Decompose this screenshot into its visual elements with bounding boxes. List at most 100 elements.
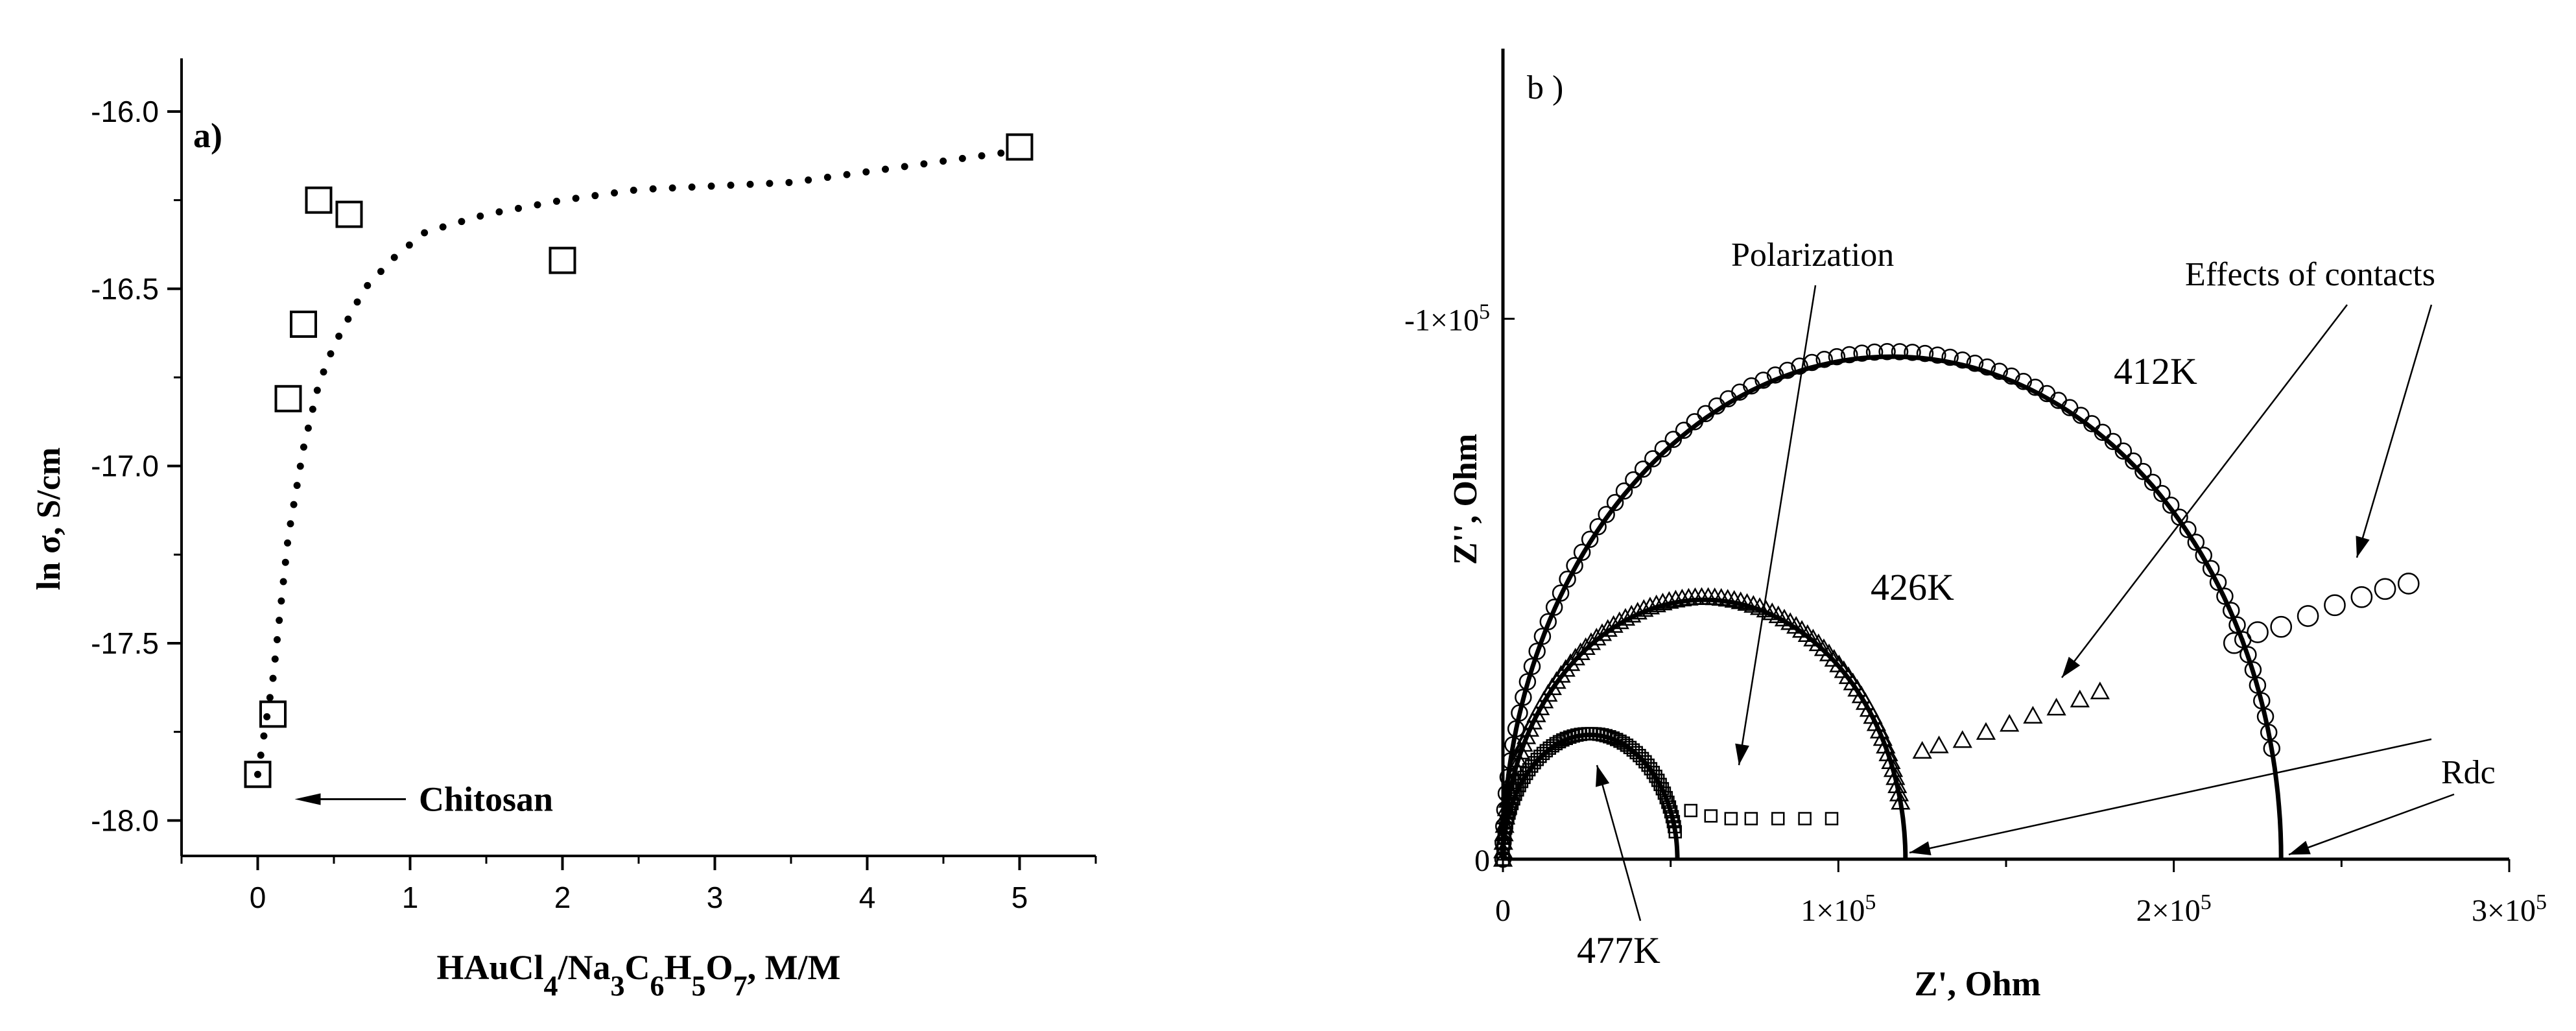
x-axis-label-part: , M/M bbox=[748, 948, 841, 987]
arc-426k-point bbox=[1878, 743, 1898, 761]
arc-412k-point bbox=[1916, 344, 1934, 362]
arc-426k-point bbox=[1659, 591, 1679, 609]
arc-412k-point bbox=[1518, 673, 1537, 691]
arc-412k-tail-point bbox=[2247, 621, 2269, 643]
data-point-square bbox=[274, 385, 302, 412]
arc-412k-point bbox=[1589, 518, 1607, 536]
arc-412k-point bbox=[1828, 348, 1846, 366]
arc-426k-point bbox=[1881, 751, 1901, 769]
panel-a-data-points bbox=[244, 133, 1034, 788]
arc-426k-point bbox=[1737, 593, 1757, 611]
arc-412k-point bbox=[1878, 343, 1896, 361]
panel-b-label: b ) bbox=[1527, 69, 1563, 106]
arc-412k-point bbox=[2195, 547, 2213, 564]
arc-477k-point bbox=[1655, 782, 1670, 796]
panel-b-data-points bbox=[1493, 343, 2420, 868]
panel-b-annotations: Polarization Effects of contacts Rdc 412K 42… bbox=[1577, 237, 2496, 971]
arc-412k-point bbox=[1778, 361, 1796, 379]
arc-426k-fit bbox=[1500, 597, 1908, 860]
arc-412k-point bbox=[2153, 484, 2171, 503]
arc-477k-point bbox=[1515, 774, 1529, 788]
arc-412k-tail-point bbox=[2297, 605, 2319, 627]
arc-412k-tail-point bbox=[2270, 615, 2293, 638]
panel-b-x-axis-label: Z', Ohm bbox=[1914, 964, 2040, 1003]
data-point-square bbox=[1006, 133, 1034, 161]
contacts-arrow-2-head bbox=[2356, 536, 2370, 558]
x-tick-label: 3 bbox=[707, 881, 724, 914]
x-axis-label-part: 4 bbox=[544, 970, 558, 1002]
arc-412k-point bbox=[2083, 415, 2101, 433]
label-426k: 426K bbox=[1871, 566, 1954, 608]
arc-477k-point bbox=[1651, 774, 1665, 787]
arc-412k-point bbox=[2072, 407, 2090, 424]
arc-426k-point bbox=[1891, 792, 1911, 810]
polarization-arrow-head bbox=[1735, 743, 1749, 765]
arc-412k-point bbox=[1552, 584, 1570, 602]
arc-426k-point bbox=[1561, 653, 1581, 671]
arc-412k-point bbox=[1533, 628, 1552, 645]
arc-412k-point bbox=[2249, 676, 2267, 694]
panel-b-y-axis-label: Z'', Ohm bbox=[1447, 434, 1484, 565]
arc-426k-point bbox=[1576, 637, 1596, 656]
arc-426k-point bbox=[1546, 671, 1566, 689]
arc-477k-point bbox=[1646, 766, 1660, 779]
arc-426k-point bbox=[1869, 720, 1890, 739]
arc-477k-point bbox=[1500, 816, 1513, 830]
arc-477k-point bbox=[1649, 769, 1662, 783]
annotation-arrowhead bbox=[294, 793, 321, 805]
x-axis-label-part: 7 bbox=[733, 970, 748, 1002]
arc-412k-point bbox=[1559, 570, 1576, 588]
arc-412k-point bbox=[1686, 413, 1703, 431]
arc-412k-tail-point bbox=[2397, 573, 2420, 595]
arc-412k-point bbox=[1598, 506, 1615, 523]
arc-426k-point bbox=[1551, 665, 1571, 683]
arc-426k-point bbox=[1718, 589, 1738, 607]
arc-412k-point bbox=[1615, 482, 1633, 500]
arc-426k-point bbox=[1731, 591, 1751, 610]
x-tick-label: 5 bbox=[1011, 881, 1028, 914]
contacts-arrow-1 bbox=[2061, 304, 2348, 678]
arc-412k-point bbox=[1991, 362, 2008, 380]
panel-a-label: a) bbox=[193, 116, 222, 155]
arc-412k-point bbox=[1954, 351, 1972, 369]
arc-412k-point bbox=[1978, 358, 1996, 376]
arc-477k-point bbox=[1566, 729, 1580, 743]
arc-412k-point bbox=[2256, 707, 2275, 726]
x-tick-label: 3×105 bbox=[2472, 890, 2547, 929]
arc-412k-point bbox=[2239, 646, 2257, 663]
x-axis-label-part: C bbox=[625, 948, 650, 987]
data-point-square bbox=[290, 311, 317, 338]
arc-477k-point bbox=[1659, 790, 1673, 805]
arc-412k-point bbox=[1904, 344, 1921, 361]
arc-477k-point bbox=[1603, 730, 1616, 744]
x-tick-label: 0 bbox=[1495, 894, 1511, 928]
arc-412k-point bbox=[1766, 366, 1784, 384]
x-tick-label: 1 bbox=[402, 881, 419, 914]
panel-a-x-axis-label: HAuCl4/Na3C6H5O7, M/M bbox=[436, 948, 840, 1002]
y-tick-label: 0 bbox=[1474, 844, 1490, 878]
arrow-477k-head bbox=[1596, 765, 1610, 787]
arc-426k-point bbox=[1885, 767, 1906, 785]
arc-426k-point bbox=[1640, 597, 1660, 615]
arc-412k-point bbox=[2222, 602, 2240, 619]
arc-426k-point bbox=[1570, 642, 1590, 660]
arc-477k-point bbox=[1556, 733, 1570, 747]
arc-412k-point bbox=[2144, 473, 2162, 492]
arc-477k-point bbox=[1517, 770, 1531, 785]
x-axis-label-part: H bbox=[665, 948, 692, 987]
arc-426k-point bbox=[1889, 783, 1909, 801]
arc-477k-point bbox=[1511, 783, 1524, 797]
arc-412k-point bbox=[2187, 533, 2205, 551]
arc-412k-point bbox=[1966, 354, 1984, 372]
annotation-effects-of-contacts: Effects of contacts bbox=[2185, 256, 2435, 293]
y-tick-label: -17.0 bbox=[91, 449, 159, 483]
arc-412k-point bbox=[1841, 346, 1858, 364]
arc-477k-point bbox=[1653, 777, 1667, 792]
x-tick-label: 0 bbox=[250, 881, 266, 914]
arc-477k-point bbox=[1507, 792, 1520, 806]
annotation-chitosan: Chitosan bbox=[419, 780, 553, 819]
arc-477k-tail-point bbox=[1704, 809, 1718, 823]
arc-412k-point bbox=[1511, 704, 1528, 722]
arc-412k-point bbox=[1865, 343, 1884, 361]
